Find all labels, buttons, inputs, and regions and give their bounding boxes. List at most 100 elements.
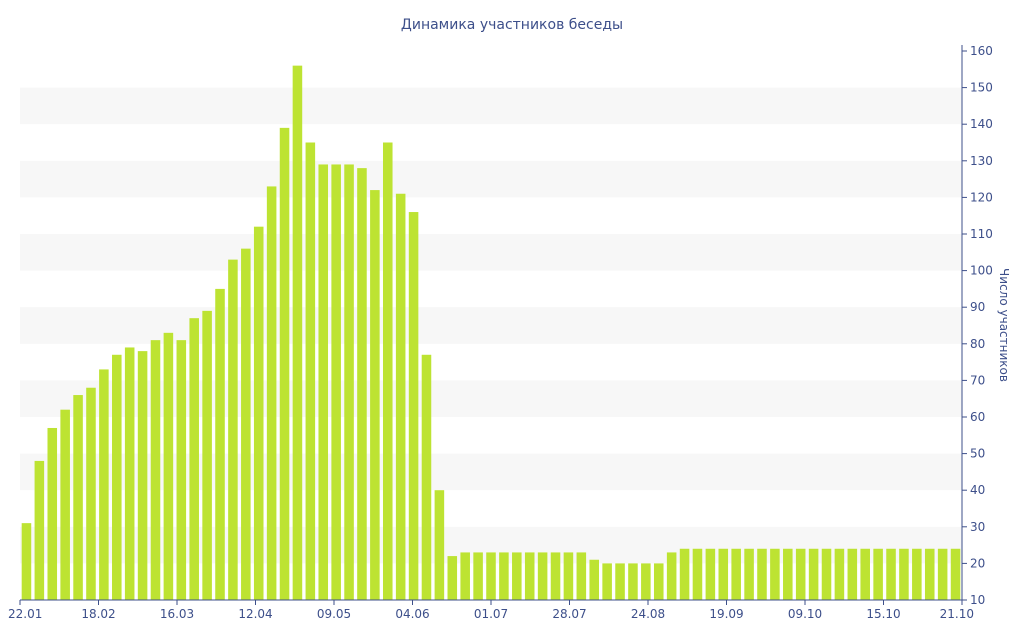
bar (73, 395, 83, 600)
bar (86, 387, 96, 600)
bar (589, 559, 600, 600)
bar (137, 351, 148, 600)
grid-bands (20, 87, 962, 564)
bar (163, 332, 174, 600)
y-tick-label: 80 (970, 337, 985, 351)
bar (653, 563, 664, 600)
x-tick-label: 19.09 (709, 607, 743, 621)
y-tick-label: 160 (970, 44, 993, 58)
x-tick-label: 28.07 (552, 607, 586, 621)
bar (215, 288, 225, 600)
chart-title: Динамика участников беседы (401, 17, 623, 33)
bar (666, 552, 677, 600)
bar (563, 552, 574, 600)
y-tick-label: 140 (970, 117, 993, 131)
x-tick-label: 24.08 (631, 607, 665, 621)
y-tick-label: 90 (970, 300, 985, 314)
bar (744, 548, 754, 600)
bar (150, 340, 161, 600)
bar (189, 318, 199, 600)
bar (924, 548, 935, 600)
bar (21, 523, 32, 600)
bar (641, 563, 651, 600)
bar (47, 427, 58, 600)
bar (460, 552, 470, 600)
bar (34, 460, 45, 600)
bar (486, 552, 496, 600)
bar (305, 142, 316, 600)
grid-band (20, 453, 962, 491)
bar (124, 347, 135, 600)
bar (550, 552, 561, 600)
bar (112, 354, 122, 600)
bar (447, 556, 458, 600)
x-tick-label: 22.01 (8, 607, 42, 621)
bars-group (21, 65, 961, 601)
bar (228, 259, 238, 600)
bar (834, 548, 845, 600)
x-tick-label: 01.07 (474, 607, 508, 621)
bar (886, 548, 896, 600)
y-tick-label: 120 (970, 190, 993, 204)
bar (731, 548, 741, 600)
bar (408, 212, 419, 601)
x-tick-label: 12.04 (238, 607, 272, 621)
bar (628, 563, 638, 600)
bar (821, 548, 832, 600)
x-axis: 22.01 18.02 16.03 12.04 09.05 04.06 01.07 28.07… (8, 599, 974, 621)
bar (795, 548, 806, 600)
grid-band (20, 87, 962, 125)
y-tick-label: 110 (970, 227, 993, 241)
y-axis-label: Число участников (997, 268, 1011, 382)
bar (912, 548, 922, 600)
bar (950, 548, 961, 600)
bar (615, 563, 625, 600)
bar (266, 186, 277, 601)
bar (692, 548, 703, 600)
bar (860, 548, 870, 600)
y-tick-label: 130 (970, 154, 993, 168)
bar (292, 65, 303, 600)
y-tick-label: 70 (970, 373, 985, 387)
bar (473, 552, 483, 600)
bar (357, 168, 367, 600)
bar (99, 369, 109, 600)
bar (873, 548, 883, 600)
y-tick-label: 10 (970, 593, 985, 607)
bar (512, 552, 522, 600)
bar (783, 548, 793, 600)
bar (705, 548, 716, 600)
y-tick-label: 20 (970, 556, 985, 570)
bar (344, 164, 354, 600)
y-tick-label: 30 (970, 520, 985, 534)
x-tick-label: 15.10 (866, 607, 900, 621)
bar (524, 552, 535, 600)
y-tick-label: 50 (970, 447, 985, 461)
bar (395, 193, 406, 601)
bar (318, 164, 329, 600)
x-tick-label: 21.10 (940, 607, 974, 621)
bar (434, 490, 445, 600)
x-tick-label: 18.02 (81, 607, 115, 621)
bar (770, 548, 780, 600)
y-tick-label: 100 (970, 264, 993, 278)
bar (718, 548, 729, 600)
bar (421, 354, 432, 600)
bar (202, 310, 212, 600)
bar (899, 548, 909, 600)
y-axis: 10 20 30 40 50 60 70 80 90 100 110 120 130 140 150 160 (961, 44, 993, 607)
bar (241, 248, 251, 600)
bar (382, 142, 393, 600)
bar (602, 563, 612, 600)
bar (847, 548, 858, 600)
grid-band (20, 307, 962, 344)
bar (537, 552, 548, 600)
bar (253, 226, 264, 600)
y-tick-label: 60 (970, 410, 985, 424)
x-tick-label: 09.05 (317, 607, 351, 621)
bar (808, 548, 819, 600)
bar (576, 552, 587, 600)
grid-band (20, 234, 962, 271)
